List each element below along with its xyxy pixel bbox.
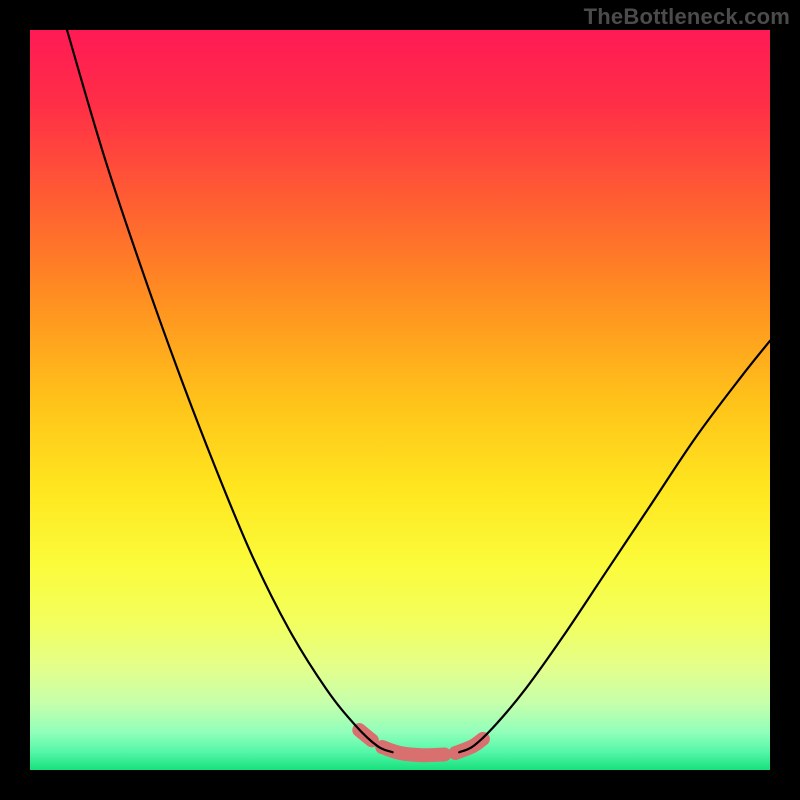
gradient-background — [30, 30, 770, 770]
watermark-text: TheBottleneck.com — [584, 4, 790, 30]
plot-area — [30, 30, 770, 770]
chart-frame: TheBottleneck.com — [0, 0, 800, 800]
bottleneck-curve-chart — [30, 30, 770, 770]
